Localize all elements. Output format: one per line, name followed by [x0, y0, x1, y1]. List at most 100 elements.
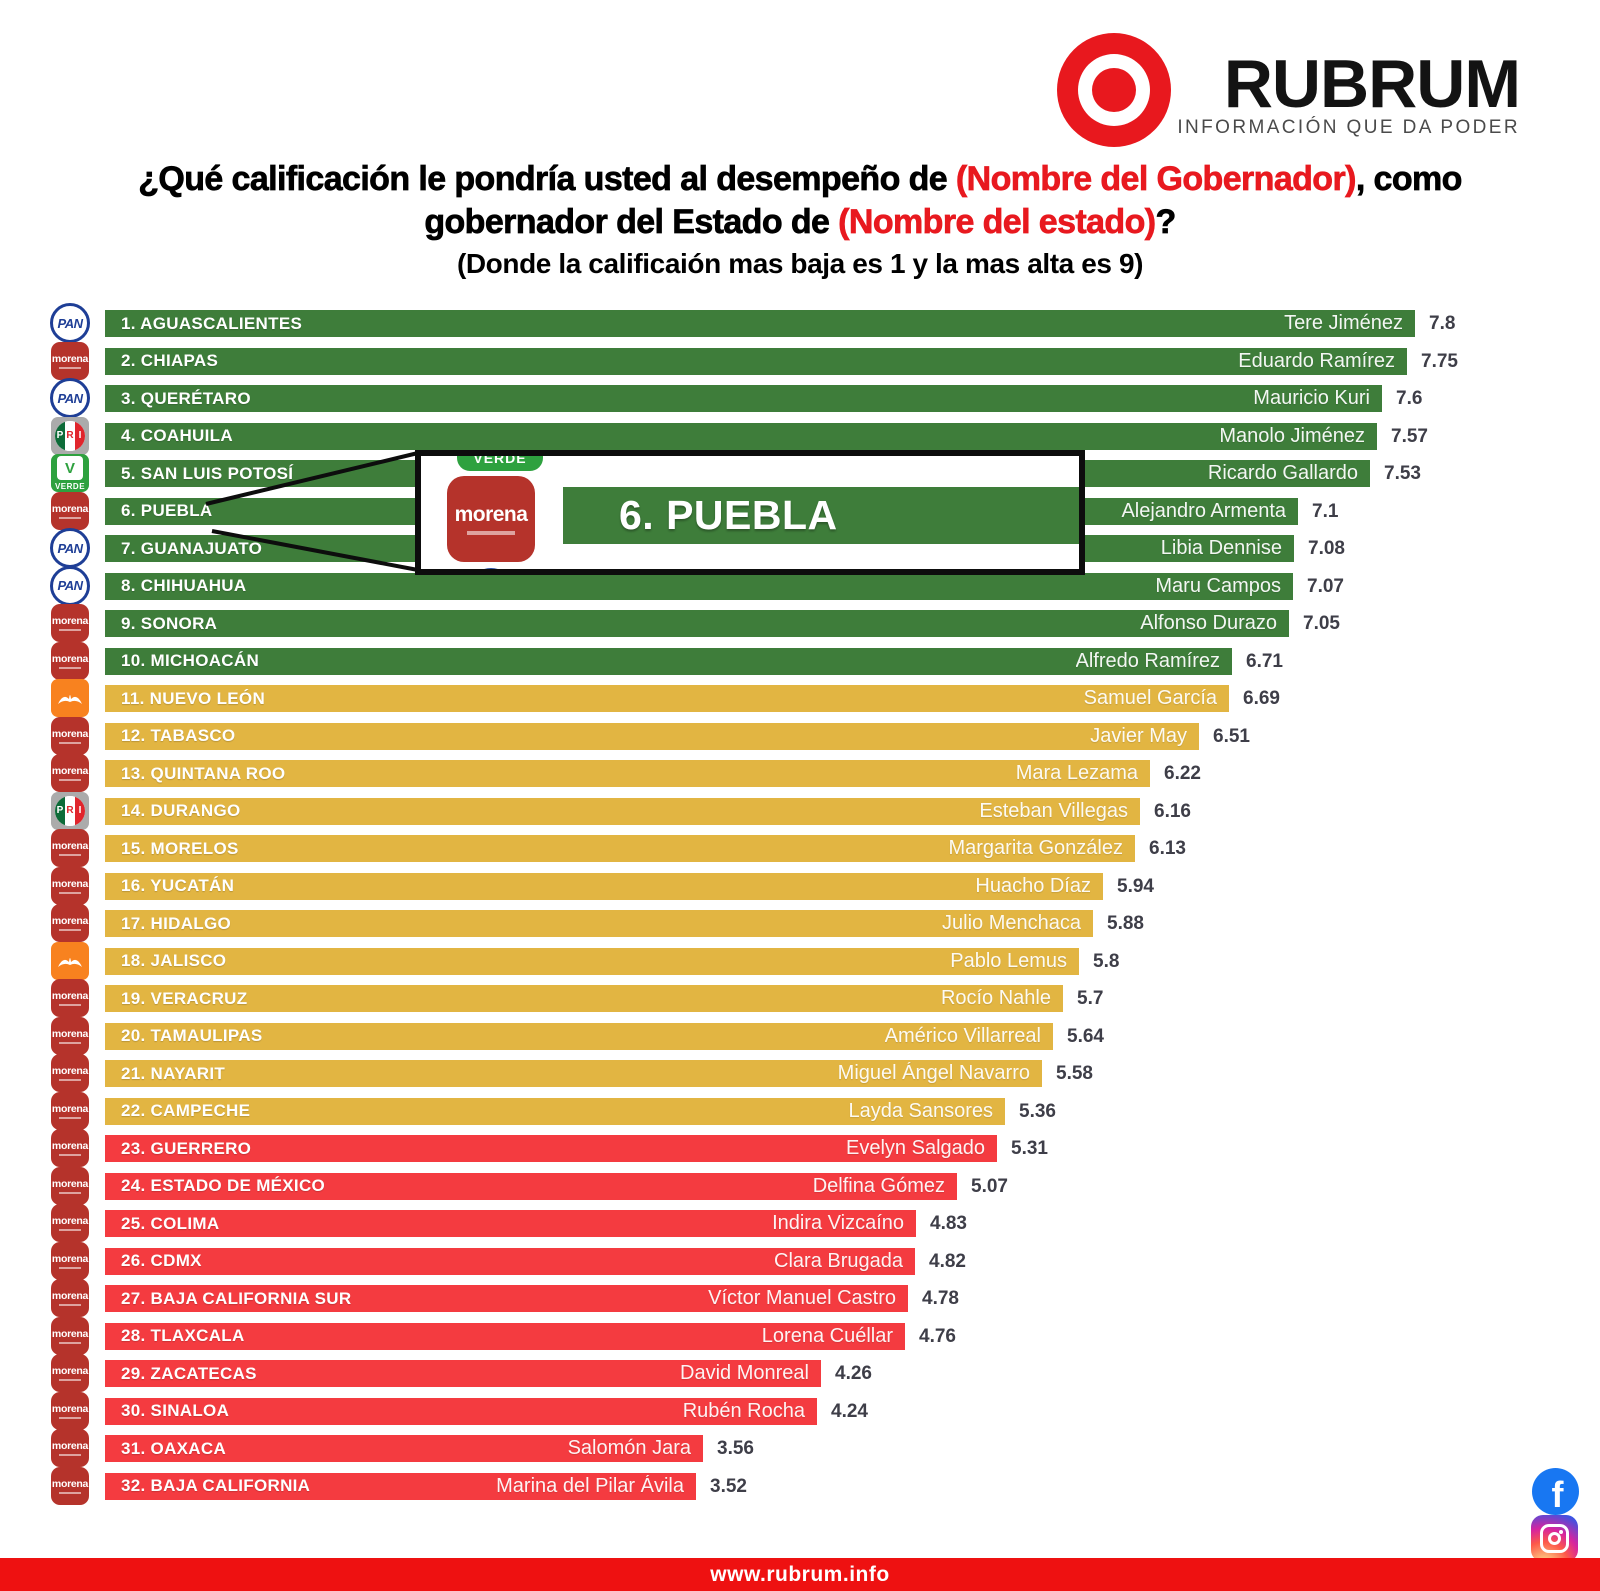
governor-label: Miguel Ángel Navarro	[837, 1062, 1030, 1084]
title-segment: (Nombre del Gobernador)	[955, 160, 1357, 199]
score-bar: 1. AGUASCALIENTES Tere Jiménez	[105, 310, 1415, 337]
question-line-1: ¿Qué calificación le pondría usted al de…	[0, 158, 1600, 201]
verde-logo-partial: VERDE	[457, 456, 543, 471]
chart-row: morena 32. BAJA CALIFORNIA Marina del Pila…	[0, 1466, 1600, 1505]
governor-label: Maru Campos	[1155, 574, 1281, 597]
score-value: 6.69	[1243, 688, 1280, 709]
governor-label: Pablo Lemus	[950, 949, 1067, 972]
score-bar: 13. QUINTANA ROO Mara Lezama	[105, 760, 1150, 787]
chart-row: morena 25. COLIMA Indira Vizcaíno 4.83	[0, 1204, 1600, 1242]
question-note: (Donde la calificaión mas baja es 1 y la…	[456, 248, 1144, 279]
morena-party-icon: morena	[51, 1204, 89, 1242]
state-label: 23. GUERRERO	[121, 1138, 252, 1158]
morena-party-icon: morena	[51, 1054, 89, 1092]
instagram-icon[interactable]	[1531, 1515, 1578, 1562]
state-label: 22. CAMPECHE	[121, 1101, 251, 1120]
score-bar: 2. CHIAPAS Eduardo Ramírez	[105, 347, 1407, 375]
state-label: 15. MORELOS	[121, 838, 239, 858]
morena-party-icon: morena	[51, 1016, 89, 1055]
score-bar: 12. TABASCO Javier May	[105, 722, 1199, 750]
chart-row: morena 15. MORELOS Margarita González 6.13	[0, 829, 1600, 867]
score-value: 4.83	[930, 1213, 967, 1234]
governor-label: Layda Sansores	[848, 1099, 993, 1122]
score-value: 5.7	[1077, 988, 1104, 1009]
inset-score-bar: 6. PUEBLA	[563, 487, 1079, 544]
score-bar: 17. HIDALGO Julio Menchaca	[105, 910, 1093, 937]
score-bar: 20. TAMAULIPAS Américo Villarreal	[105, 1022, 1053, 1050]
governor-label: Rocío Nahle	[940, 987, 1051, 1009]
state-label: 2. CHIAPAS	[121, 351, 219, 370]
morena-party-icon: morena	[51, 341, 89, 380]
score-value: 7.1	[1312, 500, 1339, 522]
score-value: 6.51	[1213, 725, 1250, 747]
footer-url[interactable]: www.rubrum.info	[710, 1562, 890, 1586]
score-value: 6.16	[1154, 800, 1191, 822]
governor-label: Samuel García	[1083, 687, 1217, 709]
governor-label: Manolo Jiménez	[1219, 424, 1365, 447]
chart-row: morena 13. QUINTANA ROO Mara Lezama 6.22	[0, 754, 1600, 792]
chart-row: PAN 8. CHIHUAHUA Maru Campos 7.07	[0, 565, 1600, 606]
morena-party-icon: morena	[51, 1316, 89, 1355]
chart-row: morena 29. ZACATECAS David Monreal 4.26	[0, 1354, 1600, 1392]
score-bar: 4. COAHUILA Manolo Jiménez	[105, 422, 1377, 450]
state-label: 26. CDMX	[121, 1251, 202, 1270]
facebook-icon[interactable]: f	[1532, 1468, 1579, 1515]
score-bar: 23. GUERRERO Evelyn Salgado	[105, 1135, 997, 1162]
score-bar: 27. BAJA CALIFORNIA SUR Víctor Manuel Cas…	[105, 1285, 908, 1312]
chart-row: morena 30. SINALOA Rubén Rocha 4.24	[0, 1391, 1600, 1430]
score-bar: 19. VERACRUZ Rocío Nahle	[105, 985, 1063, 1012]
mc-party-icon	[51, 941, 89, 980]
pan-party-icon: PAN	[50, 565, 90, 606]
morena-party-icon: morena	[51, 1129, 89, 1167]
score-value: 7.8	[1429, 313, 1456, 334]
governor-label: Marina del Pilar Ávila	[496, 1474, 684, 1497]
score-value: 5.36	[1019, 1100, 1056, 1122]
zoom-inset-puebla: VERDE morena 6. PUEBLA	[415, 450, 1085, 575]
state-label: 4. COAHUILA	[121, 426, 233, 445]
score-bar: 9. SONORA Alfonso Durazo	[105, 610, 1289, 637]
state-label: 9. SONORA	[121, 613, 218, 633]
morena-party-icon: morena	[51, 1391, 89, 1430]
chart-row: morena 28. TLAXCALA Lorena Cuéllar 4.76	[0, 1316, 1600, 1355]
score-value: 6.13	[1149, 838, 1186, 859]
governor-label: Ricardo Gallardo	[1207, 462, 1358, 484]
score-bar: 28. TLAXCALA Lorena Cuéllar	[105, 1322, 905, 1350]
state-label: 1. AGUASCALIENTES	[121, 313, 303, 333]
state-label: 8. CHIHUAHUA	[121, 576, 247, 595]
state-label: 17. HIDALGO	[121, 913, 232, 933]
score-value: 5.58	[1056, 1063, 1093, 1084]
score-bar: 30. SINALOA Rubén Rocha	[105, 1397, 817, 1425]
morena-party-icon: morena	[51, 1466, 89, 1505]
morena-party-icon: morena	[51, 491, 89, 530]
chart-row: morena 10. MICHOACÁN Alfredo Ramírez 6.71	[0, 641, 1600, 680]
chart-row: morena 19. VERACRUZ Rocío Nahle 5.7	[0, 979, 1600, 1017]
score-value: 7.53	[1384, 463, 1421, 484]
state-label: 10. MICHOACÁN	[121, 651, 260, 670]
chart-row: morena 9. SONORA Alfonso Durazo 7.05	[0, 604, 1600, 642]
morena-party-icon: morena	[51, 866, 89, 905]
score-bar: 32. BAJA CALIFORNIA Marina del Pilar Ávil…	[105, 1472, 696, 1500]
state-label: 5. SAN LUIS POTOSÍ	[121, 463, 294, 483]
governor-label: Tere Jiménez	[1284, 312, 1403, 334]
governor-label: Evelyn Salgado	[846, 1137, 985, 1159]
morena-party-icon: morena	[51, 1279, 89, 1317]
score-value: 5.31	[1011, 1138, 1048, 1159]
score-value: 5.88	[1107, 913, 1144, 934]
morena-label: morena	[454, 503, 528, 526]
title-segment: (Nombre del estado)	[838, 203, 1157, 242]
score-value: 4.76	[919, 1325, 956, 1347]
governor-label: Víctor Manuel Castro	[708, 1287, 896, 1309]
score-bar: 10. MICHOACÁN Alfredo Ramírez	[105, 647, 1232, 675]
governor-label: Alfredo Ramírez	[1075, 649, 1221, 672]
score-value: 7.07	[1307, 575, 1344, 597]
score-value: 5.64	[1067, 1025, 1104, 1047]
morena-party-icon: morena	[51, 641, 89, 680]
state-label: 20. TAMAULIPAS	[121, 1026, 263, 1045]
chart-row: morena 31. OAXACA Salomón Jara 3.56	[0, 1429, 1600, 1467]
state-label: 11. NUEVO LEÓN	[121, 688, 266, 708]
morena-party-icon: morena	[51, 979, 89, 1017]
state-label: 21. NAYARIT	[121, 1063, 226, 1083]
morena-party-icon: morena	[51, 716, 89, 755]
